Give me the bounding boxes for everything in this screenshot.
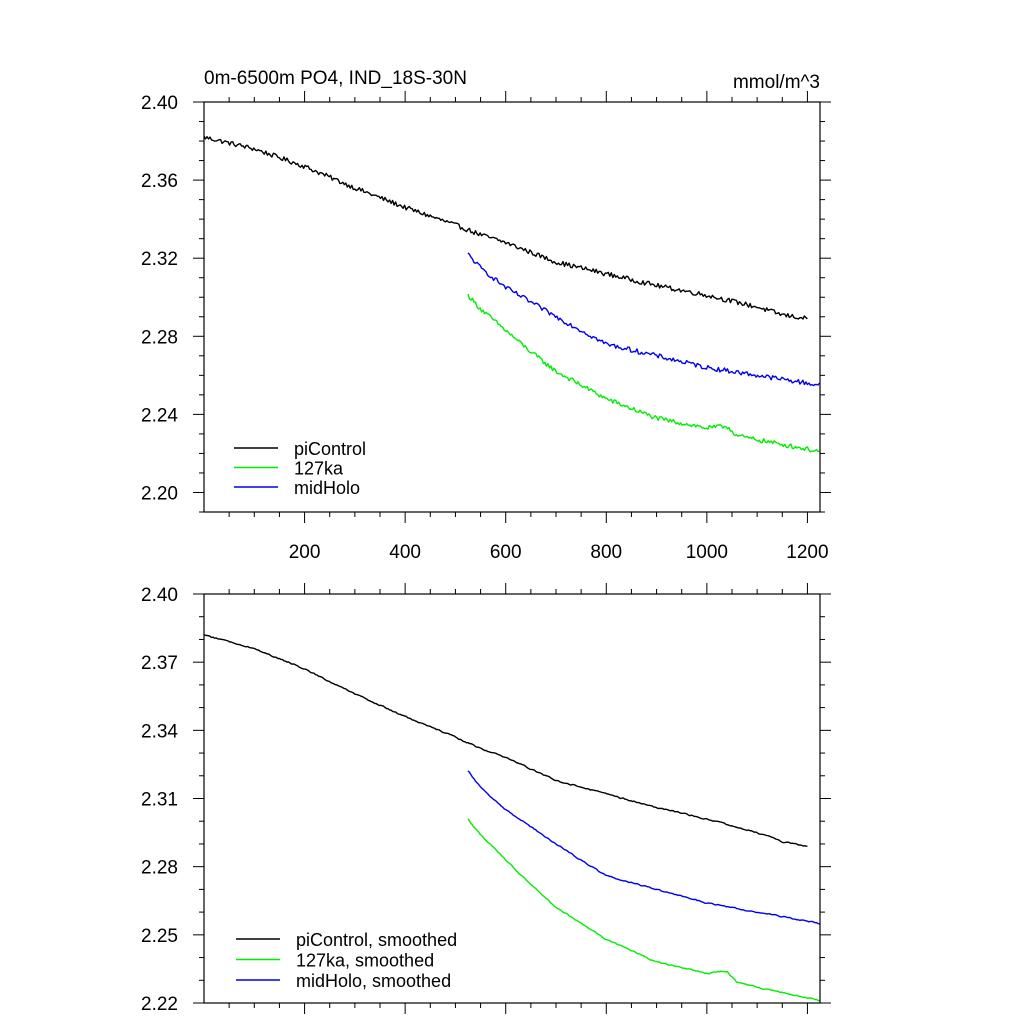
panel-bottom-line-127ka-smoothed [467, 818, 820, 1002]
panel-bottom-legend-label-picontrol-smoothed: piControl, smoothed [296, 930, 457, 950]
panel-bottom-ytick-label: 2.37 [141, 653, 178, 674]
panel-top-xtick-label: 800 [590, 542, 622, 563]
panel-top-legend-label-picontrol: piControl [294, 439, 366, 459]
panel-top-line-127ka [467, 293, 820, 453]
panel-top-ticks: 200 400 600 800 1000 1200 2.20 2.24 2.28 2.32 2.36… [141, 91, 831, 563]
panel-top-ytick-label: 2.32 [141, 249, 178, 270]
panel-top-ytick-label: 2.40 [141, 93, 178, 114]
panel-bottom-ticks: 2.22 2.25 2.28 2.31 2.34 2.37 2.40 [141, 583, 831, 1015]
panel-top-xtick-label: 200 [289, 542, 321, 563]
panel-bottom-line-midholo-smoothed [467, 770, 820, 925]
panel-bottom-ytick-label: 2.40 [141, 585, 178, 606]
panel-top-ytick-label: 2.20 [141, 483, 178, 504]
panel-top: 0m-6500m PO4, IND_18S-30N mmol/m^3 200 40… [141, 68, 831, 563]
panel-top-units: mmol/m^3 [733, 72, 820, 93]
panel-bottom-series [203, 634, 820, 1002]
panel-top-xtick-label: 400 [389, 542, 421, 563]
panel-bottom-ytick-label: 2.25 [141, 926, 178, 947]
panel-top-xtick-label: 600 [490, 542, 522, 563]
panel-top-legend-label-127ka: 127ka [294, 459, 344, 479]
panel-top-line-picontrol [203, 135, 808, 320]
panel-bottom-ytick-label: 2.22 [141, 994, 178, 1015]
panel-bottom-legend-label-127ka-smoothed: 127ka, smoothed [296, 951, 434, 971]
panel-bottom-ytick-label: 2.31 [141, 790, 178, 811]
panel-bottom-ytick-label: 2.28 [141, 858, 178, 879]
panel-bottom-legend-label-midholo-smoothed: midHolo, smoothed [296, 971, 451, 991]
panel-bottom-ytick-label: 2.34 [141, 721, 178, 742]
panel-top-xtick-label: 1200 [786, 542, 828, 563]
panel-top-xtick-label: 1000 [686, 542, 728, 563]
panel-top-ytick-label: 2.28 [141, 327, 178, 348]
panel-top-ytick-label: 2.24 [141, 405, 178, 426]
panel-bottom-line-picontrol-smoothed [203, 634, 808, 848]
panel-bottom: 2.22 2.25 2.28 2.31 2.34 2.37 2.40 piControl, … [141, 583, 831, 1015]
panel-top-ytick-label: 2.36 [141, 171, 178, 192]
panel-top-line-midholo [467, 252, 821, 387]
panel-top-series [203, 135, 821, 453]
panel-top-frame [203, 101, 821, 513]
panel-bottom-frame [203, 593, 821, 1004]
panel-top-legend-label-midholo: midHolo [294, 478, 360, 498]
panel-top-title: 0m-6500m PO4, IND_18S-30N [204, 68, 467, 89]
